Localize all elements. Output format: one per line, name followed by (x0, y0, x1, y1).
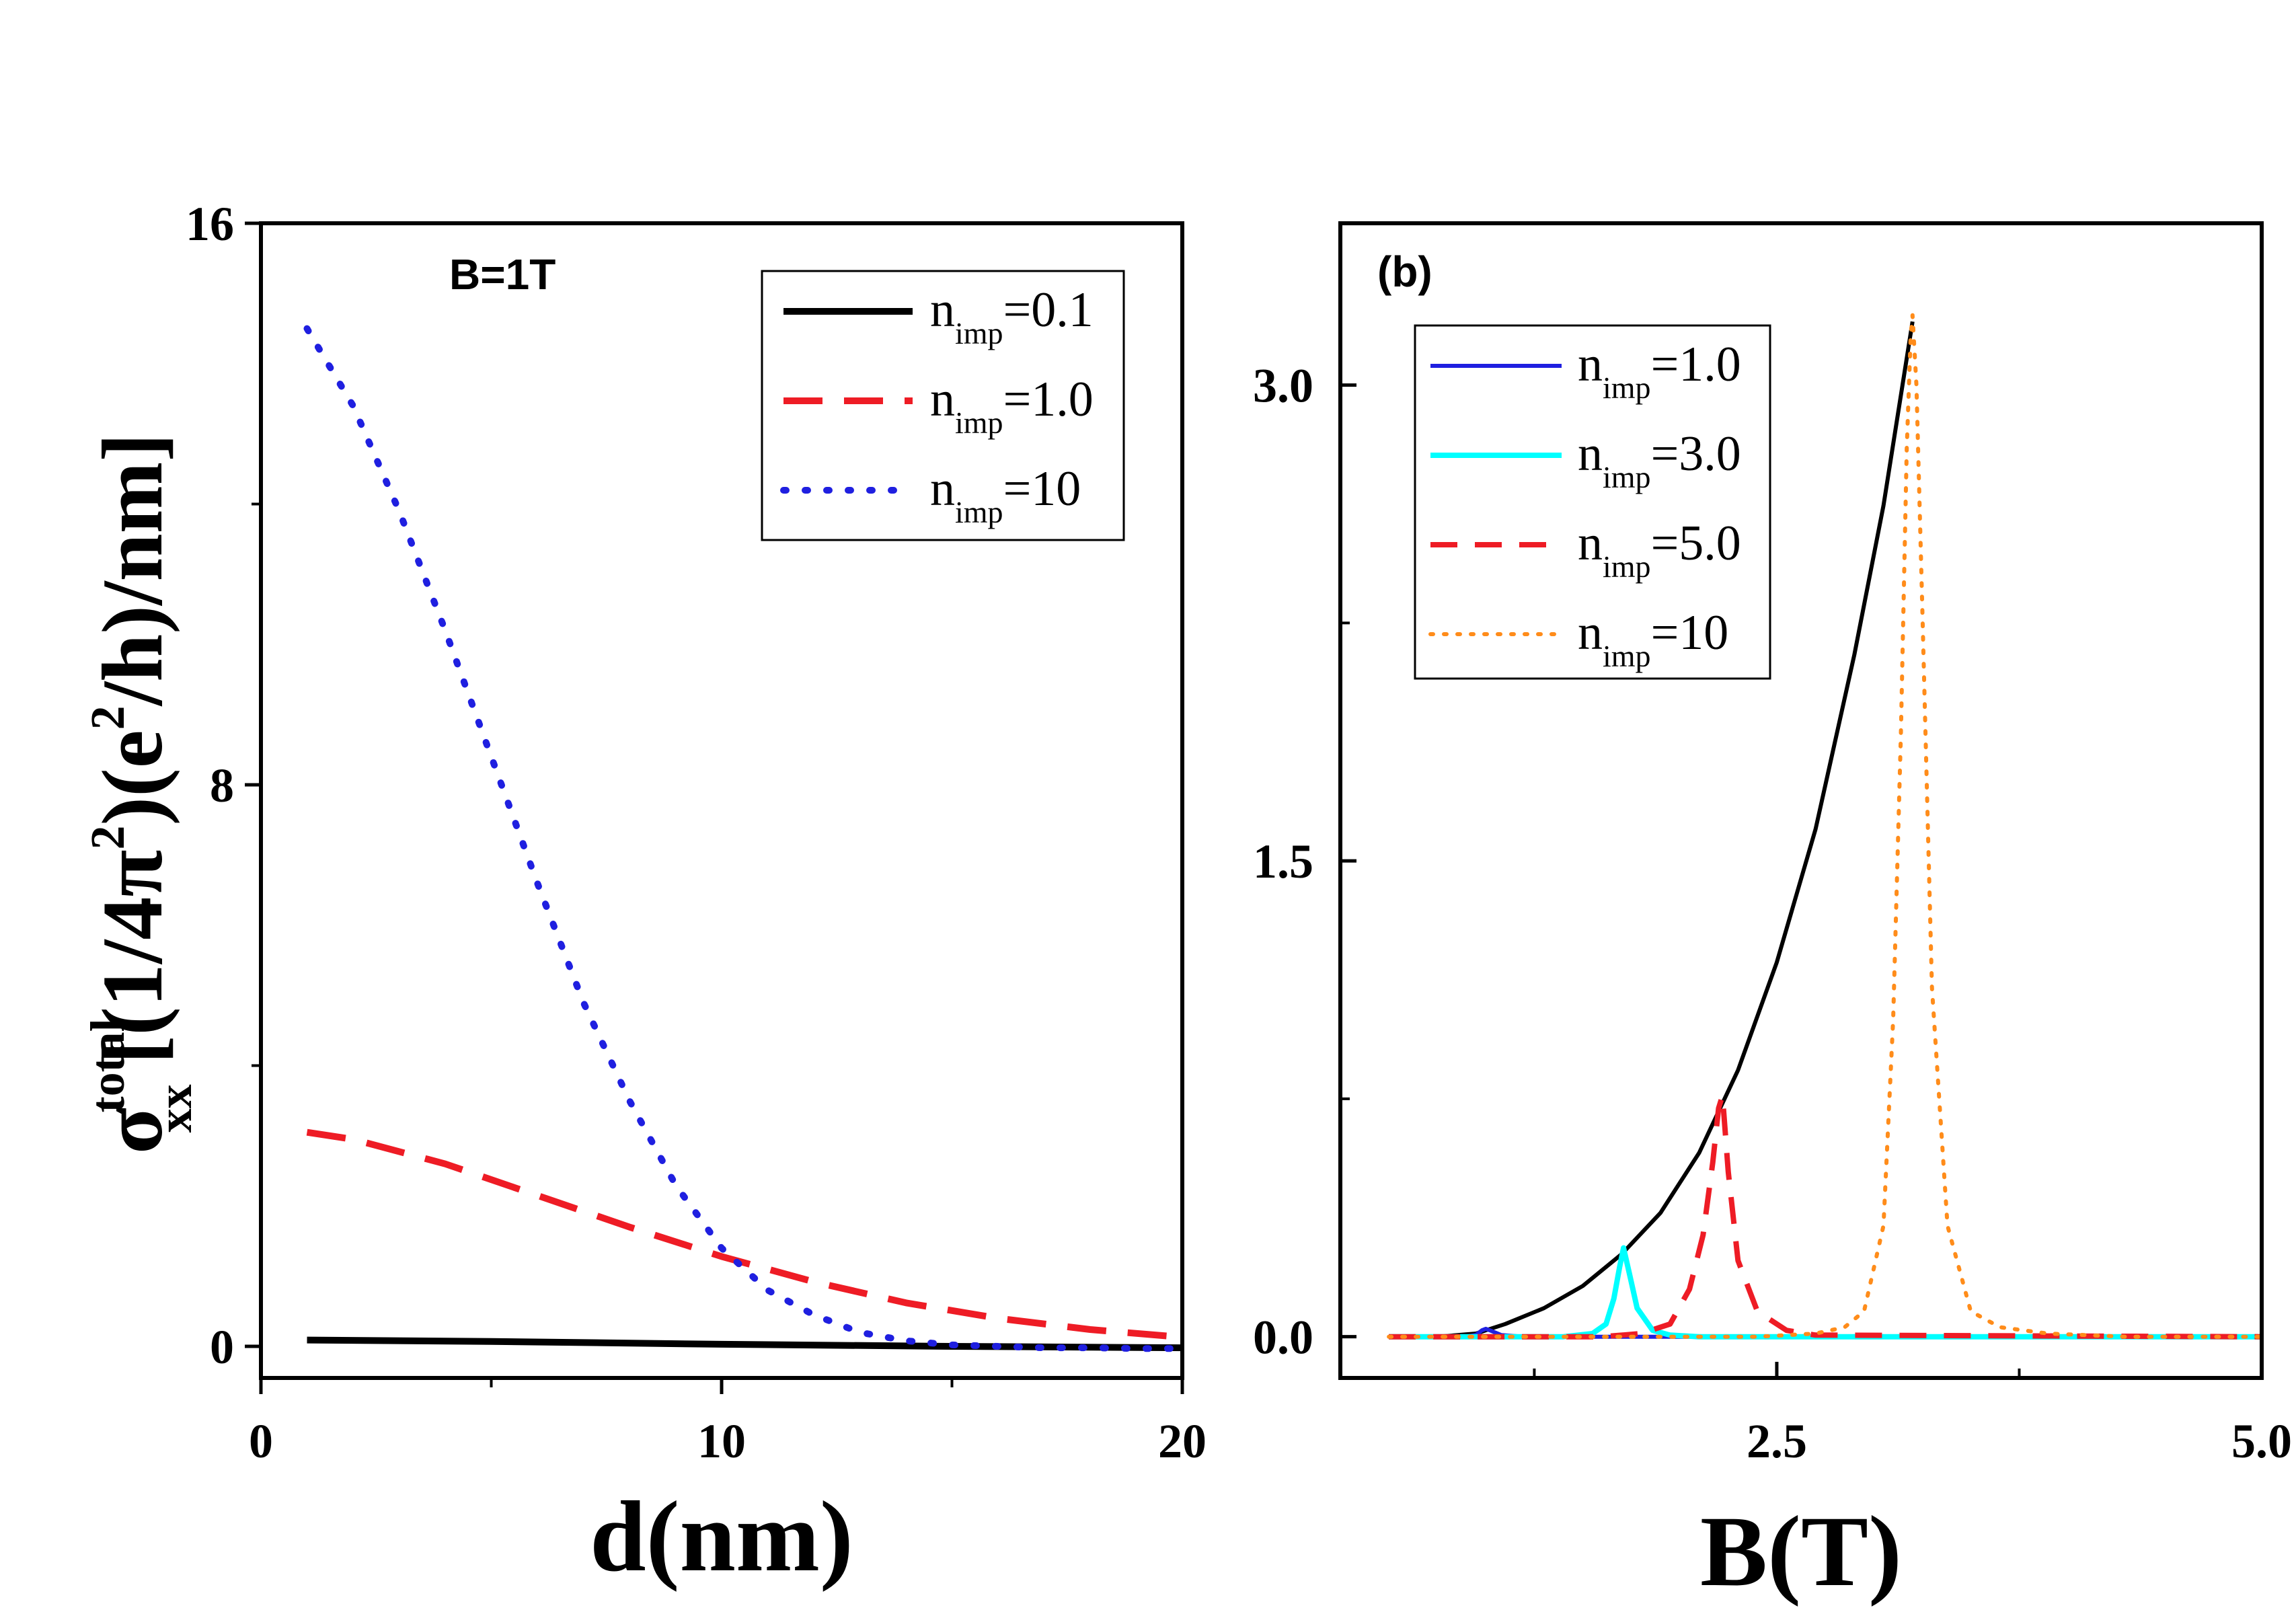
series-line-4 (1387, 313, 2262, 1339)
panel-b: 2.5 5.00.01.53.0B(T)(b)nimp=1.0nimp=3.0ni… (1253, 221, 2292, 1607)
legend-box (761, 270, 1125, 541)
series-group (303, 325, 1182, 1352)
x-tick-label: 10 (697, 1414, 746, 1468)
x-axis-title: B(T) (1700, 1496, 1902, 1607)
x-tick-label: 5.0 (2231, 1414, 2292, 1468)
x-axis-title: d(nm) (590, 1481, 853, 1592)
legend-label-2: nimp=3.0 (1578, 426, 1741, 494)
plot-frame (1338, 221, 2264, 1380)
y-axis-title: σtotal xx[(1/4π2)(e2/h)/nm] (81, 433, 202, 1154)
legend-label-1: nimp=1.0 (1578, 337, 1741, 405)
x-tick-label: 2.5 (1747, 1414, 1807, 1468)
series-group (1387, 313, 2262, 1340)
y-tick-label: 1.5 (1253, 835, 1313, 888)
x-tick-label: 0 (249, 1414, 273, 1468)
legend-label-1: nimp=1.0 (930, 372, 1094, 440)
series-line-3 (1389, 1093, 2262, 1340)
x-tick-label: 20 (1158, 1414, 1207, 1468)
panel-a: 0 10 20 0 8 16 d(nm) B=1T nimp=0.1 nimp=1.0 nimp=1… (81, 197, 1207, 1592)
legend-box (1414, 324, 1771, 680)
legend: nimp=0.1 nimp=1.0 nimp=10 (761, 270, 1125, 541)
y-tick-label: 3.0 (1253, 359, 1313, 413)
series-line-1 (306, 1128, 1182, 1341)
series-line-2 (1389, 1245, 2262, 1340)
legend: nimp=1.0 nimp=3.0 nimp=5.0 nimp=10 (1414, 324, 1771, 680)
series-line-2 (303, 325, 1182, 1352)
panel-label: (b) (1377, 247, 1432, 296)
legend-label-4: nimp=10 (1578, 605, 1728, 673)
y-tick-label: 0 (210, 1320, 234, 1374)
legend-label-0: nimp=0.1 (930, 282, 1094, 350)
annotation-text: B=1T (449, 250, 556, 299)
series-line-0 (307, 1336, 1182, 1352)
legend-label-2: nimp=10 (930, 461, 1081, 529)
legend-label-3: nimp=5.0 (1578, 516, 1741, 584)
y-tick-label: 0.0 (1253, 1311, 1313, 1365)
y-tick-label: 8 (210, 759, 234, 812)
y-axis-title-text: σtotal xx[(1/4π2)(e2/h)/nm] (81, 433, 202, 1154)
y-tick-label: 16 (186, 197, 234, 251)
